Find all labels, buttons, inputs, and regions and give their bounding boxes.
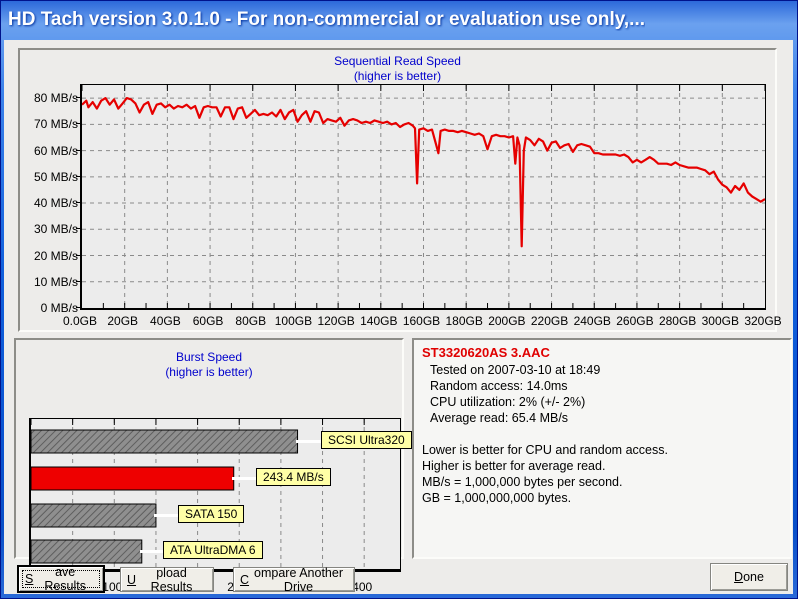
x-tick-label: 20GB: [107, 314, 139, 328]
y-tick-mark: [76, 175, 80, 177]
y-tick-label: 20 MB/s: [33, 248, 78, 263]
x-tick-label: 40GB: [150, 314, 181, 328]
bar-callout-label: SCSI Ultra320: [321, 430, 412, 449]
x-tick-label: 100GB: [274, 314, 313, 328]
x-tick-label: 220GB: [530, 314, 569, 328]
x-tick-label: 0.0GB: [62, 314, 98, 328]
callout-connector: [139, 549, 163, 553]
y-tick-mark: [76, 97, 80, 99]
x-tick-label: 140GB: [360, 314, 398, 328]
client-area: Sequential Read Speed (higher is better)…: [4, 40, 793, 594]
y-tick-mark: [76, 123, 80, 125]
bar-callout-label: ATA UltraDMA 6: [163, 540, 263, 559]
sequential-chart-subtitle: (higher is better): [353, 69, 442, 83]
sequential-read-panel: Sequential Read Speed (higher is better)…: [18, 48, 782, 332]
x-tick-label: 300GB: [701, 314, 739, 328]
sequential-chart-title: Sequential Read Speed: [334, 54, 461, 68]
x-tick-label: 320GB: [744, 314, 782, 328]
note-line: Lower is better for CPU and random acces…: [422, 443, 668, 457]
y-tick-label: 60 MB/s: [33, 143, 78, 158]
drive-name: ST3320620AS 3.AAC: [422, 345, 550, 360]
info-line: Average read: 65.4 MB/s: [430, 411, 569, 425]
drive-info-panel: ST3320620AS 3.AAC Tested on 2007-03-10 a…: [412, 338, 792, 559]
y-tick-label: 30 MB/s: [33, 222, 78, 237]
y-tick-label: 10 MB/s: [33, 274, 78, 289]
x-tick-label: 120GB: [317, 314, 355, 328]
x-tick-label: 180GB: [445, 314, 483, 328]
burst-chart-subtitle: (higher is better): [165, 365, 253, 379]
note-line: Higher is better for average read.: [422, 459, 606, 473]
bar-callout-label: 243.4 MB/s: [256, 467, 331, 486]
x-tick-label: 280GB: [658, 314, 697, 328]
window-title: HD Tach version 3.0.1.0 - For non-commer…: [8, 9, 646, 30]
callout-connector: [153, 513, 178, 517]
sequential-line-chart-svg: [81, 85, 766, 308]
y-tick-label: 40 MB/s: [33, 196, 78, 211]
info-line: Tested on 2007-03-10 at 18:49: [430, 363, 601, 377]
callout-connector: [295, 439, 321, 443]
test-results-text: Tested on 2007-03-10 at 18:49 Random acce…: [430, 362, 600, 426]
bar-callout-label: SATA 150: [178, 504, 245, 523]
title-bar[interactable]: HD Tach version 3.0.1.0 - For non-commer…: [0, 0, 798, 40]
x-tick-label: 80GB: [235, 314, 267, 328]
y-tick-mark: [76, 280, 80, 282]
info-line: Random access: 14.0ms: [430, 379, 568, 393]
y-tick-label: 50 MB/s: [33, 169, 78, 184]
y-tick-mark: [76, 228, 80, 230]
x-tick-label: 260GB: [616, 314, 654, 328]
note-line: MB/s = 1,000,000 bytes per second.: [422, 475, 623, 489]
x-tick-label: 240GB: [573, 314, 611, 328]
x-tick-label: 200GB: [488, 314, 526, 328]
y-tick-mark: [76, 149, 80, 151]
y-tick-label: 70 MB/s: [33, 117, 78, 132]
burst-x-tick-label: 400: [352, 580, 373, 594]
legend-notes-text: Lower is better for CPU and random acces…: [422, 442, 668, 506]
y-tick-label: 80 MB/s: [33, 91, 78, 106]
burst-x-tick-label: 100: [102, 580, 123, 594]
x-tick-label: 160GB: [402, 314, 441, 328]
x-tick-label: 60GB: [192, 314, 224, 328]
sequential-line-chart: [80, 84, 766, 310]
info-line: CPU utilization: 2% (+/- 2%): [430, 395, 586, 409]
y-tick-mark: [76, 307, 80, 308]
burst-chart-title: Burst Speed: [175, 350, 243, 364]
y-tick-label: 0 MB/s: [40, 301, 78, 315]
burst-speed-panel: Burst Speed (higher is better) 050100150…: [14, 338, 412, 594]
y-tick-mark: [76, 202, 80, 204]
y-tick-mark: [76, 254, 80, 256]
callout-connector: [231, 476, 256, 480]
note-line: GB = 1,000,000,000 bytes.: [422, 491, 572, 505]
burst-bar-chart-svg: [30, 419, 365, 569]
